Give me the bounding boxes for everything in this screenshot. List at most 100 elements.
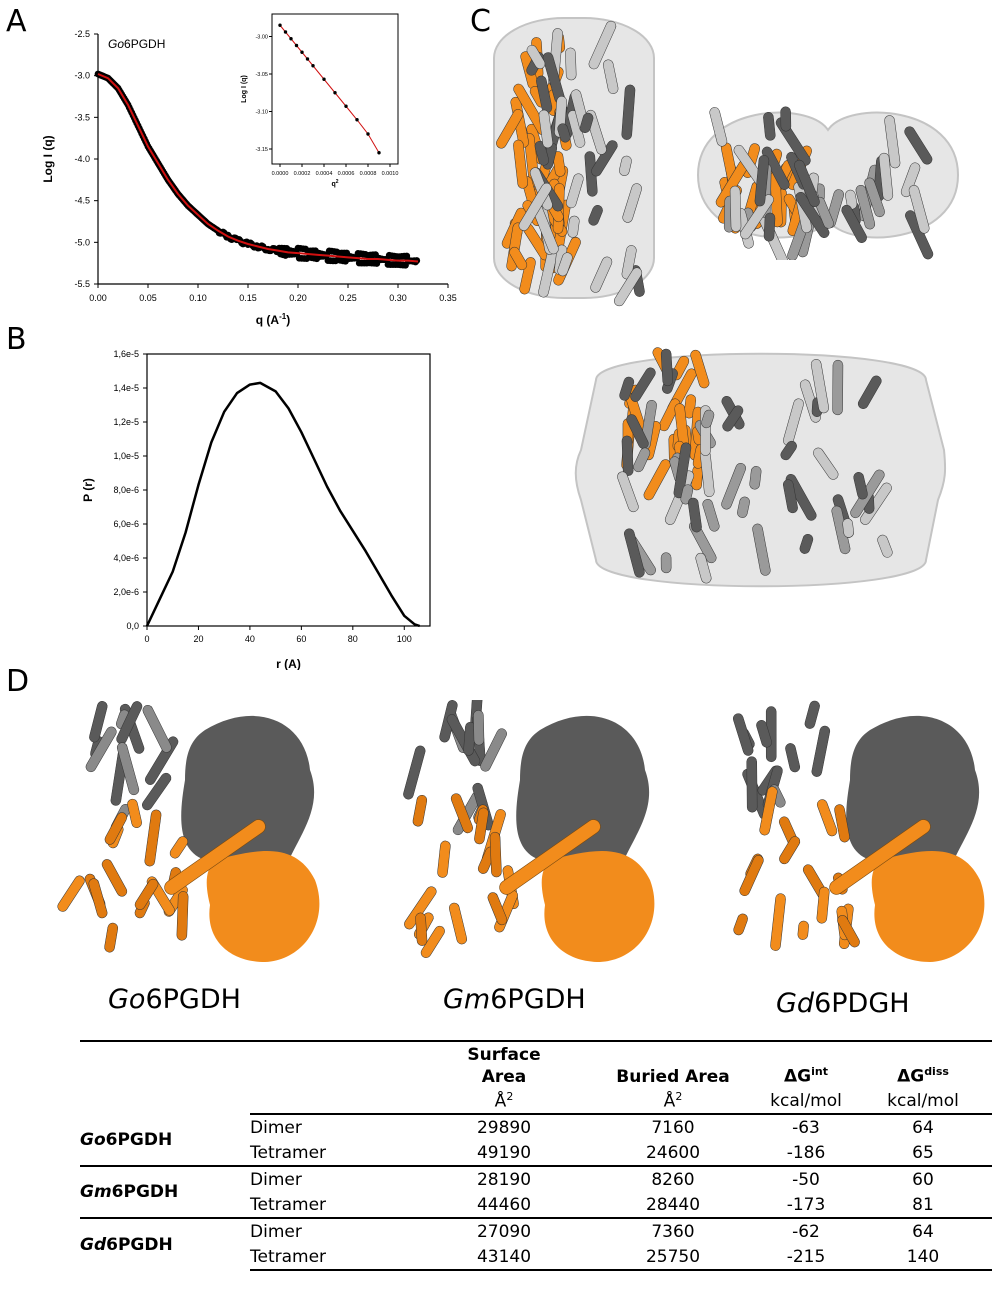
protein-name: Gm6PGDH [80,1165,250,1218]
helix-cylinder [643,459,671,501]
structure-label-go: Go6PGDH [108,984,241,1015]
helix-cylinder [89,701,108,743]
helix-cylinder [729,185,742,232]
structure-label-gd: Gd6PDGH [776,988,910,1019]
table-row: Gm6PGDH Dimer 28190 8260 -50 60 [80,1165,992,1218]
y-tick-label: -4.5 [74,196,90,206]
helix-cylinder [740,194,774,240]
protein-suffix: 6PGDH [105,1129,173,1150]
inset-data-point [333,91,337,95]
helix-cylinder [864,177,885,218]
helix-cylinder [783,479,798,514]
saxs-envelope-model-side [493,17,655,307]
go6pgdh-surface-model [57,701,320,962]
y-tick-label: 6,0e-6 [113,519,139,529]
buried-area-value: 7160 [588,1113,758,1140]
oligomer-level: Tetramer [250,1142,327,1163]
inset-x-axis-label: q2 [331,179,338,188]
helix-cylinder [506,222,524,272]
x-tick-label: 60 [296,634,306,644]
helix-cylinder [565,173,584,209]
surface-area-value: 49190 [476,1142,532,1163]
helix-cylinder [829,819,931,895]
helix-cylinder [673,442,692,499]
helix-cylinder [590,256,613,293]
dgdiss-value: 64 [854,1113,992,1140]
buried-area-value: 24600 [645,1142,701,1163]
helix-cylinder [101,859,128,897]
inset-data-point [355,118,359,122]
helix-cylinder [623,528,645,578]
protein-prefix: Gd [80,1234,107,1255]
buried-area-value: 25750 [645,1246,701,1267]
chart-title: Go6PGDH [108,37,165,51]
helix-cylinder [739,855,764,897]
helix-cylinder [779,836,801,865]
inset-y-tick-label: -3.00 [255,35,268,41]
table-row: Tetramer 44460 28440 -173 81 [80,1192,992,1218]
x-tick-label: 0.35 [439,293,457,303]
helix-cylinder [754,155,770,207]
surface-area-value: 27090 [420,1217,588,1244]
helix-cylinder [804,700,820,729]
header-dgint: ΔGint [784,1065,828,1087]
oligomer-level: Tetramer [250,1246,327,1267]
helix-cylinder [518,182,552,231]
helix-cylinder [164,819,266,895]
dgint-value: -215 [786,1246,826,1267]
buried-area-value: 8260 [588,1165,758,1192]
helix-cylinder [538,109,553,149]
protein-name: Go6PGDH [80,1114,250,1166]
oligomer-level: Dimer [250,1113,420,1140]
surface-orange [871,851,985,962]
protein-suffix: 6PGDH [106,1234,173,1255]
helix-cylinder [621,84,636,140]
helix-cylinder [845,189,858,210]
unit-buried: Å2 [663,1089,683,1112]
surface-area-value: 43140 [476,1246,532,1267]
x-tick-label: 40 [245,634,255,644]
helix-cylinder [752,523,771,576]
helix-cylinder [473,710,485,746]
helix-cylinder [780,440,797,461]
unit-surface: Å2 [494,1089,514,1112]
helix-cylinder [816,799,838,837]
helix-cylinder [602,59,619,94]
helix-cylinder [448,902,468,945]
table-row: Tetramer 43140 25750 -215 140 [80,1244,992,1270]
gm6pgdh-surface-model [403,700,655,962]
helix-cylinder [474,807,489,845]
oligomer-level: Dimer [250,1165,420,1192]
helix-cylinder [403,745,426,800]
x-tick-label: 0.10 [189,293,207,303]
pr-curve [145,381,421,628]
helix-cylinder [759,786,778,836]
inset-data-point [278,23,282,27]
helix-cylinder [810,359,829,414]
helix-cylinder [415,912,428,946]
helix-cylinder [588,20,617,70]
inset-data-point [289,37,293,41]
helix-cylinder [513,139,528,189]
helix-cylinder [721,462,746,510]
helix-cylinder [404,886,437,930]
helix-cylinder [552,151,566,177]
x-axis-label: q (A-1) [256,312,290,327]
helix-cylinder [450,793,474,834]
helix-cylinder [837,915,860,948]
x-tick-label: 0.00 [89,293,107,303]
dgdiss-value: 65 [912,1142,934,1163]
helix-cylinder [420,925,445,958]
helix-cylinder [701,409,715,429]
helix-cylinder [749,466,762,490]
helix-cylinder [695,552,712,584]
inset-frame [271,13,399,165]
inset-x-tick-label: 0.0010 [382,171,399,177]
helix-cylinder [795,191,830,239]
helix-cylinder [857,375,882,409]
inset-data-point [300,50,304,54]
helix-cylinder [763,112,776,141]
protein-prefix: Go [80,1129,106,1150]
x-tick-label: 0.15 [239,293,257,303]
surface-gray [846,715,980,875]
